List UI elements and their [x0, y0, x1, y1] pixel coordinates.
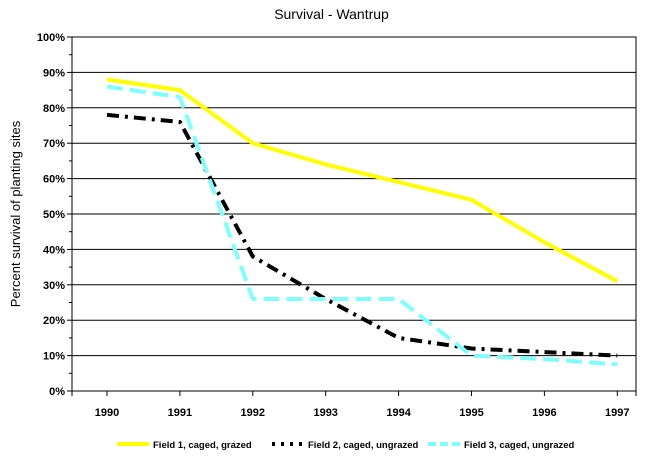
series-layer	[106, 77, 619, 367]
x-tick-label: 1996	[532, 407, 556, 419]
series-line-field-2	[106, 112, 618, 358]
data-point-field-1	[179, 90, 180, 91]
data-point-field-3	[107, 86, 108, 87]
data-point-field-3	[398, 298, 399, 299]
data-point-field-1	[471, 199, 472, 200]
data-point-field-1	[252, 143, 253, 144]
y-tick-label: 70%	[43, 138, 65, 150]
data-point-field-3	[544, 359, 545, 360]
grid-layer	[72, 71, 636, 357]
x-tick-label: 1997	[605, 407, 629, 419]
data-point-field-1	[107, 79, 108, 80]
data-point-field-1	[398, 182, 399, 183]
legend: Field 1, caged, grazed Field 2, caged, un…	[117, 440, 575, 451]
x-tick-label: 1995	[459, 407, 483, 419]
y-tick-label: 0%	[49, 386, 65, 398]
data-point-field-2	[398, 337, 399, 338]
data-point-field-1	[544, 242, 545, 243]
legend-label-field-3: Field 3, caged, ungrazed	[464, 440, 575, 451]
x-tick-label: 1990	[95, 407, 119, 419]
series-line-field-1	[106, 77, 619, 284]
y-tick-label: 40%	[43, 244, 65, 256]
data-point-field-3	[617, 364, 618, 365]
chart-title: Survival - Wantrup	[274, 6, 389, 22]
x-tick-label: 1994	[386, 407, 411, 419]
y-tick-label: 90%	[43, 67, 65, 79]
data-point-field-2	[617, 355, 618, 356]
x-tick-label: 1993	[313, 407, 337, 419]
legend-label-field-2: Field 2, caged, ungrazed	[308, 440, 419, 451]
y-tick-label: 60%	[43, 174, 65, 186]
legend-label-field-1: Field 1, caged, grazed	[153, 440, 252, 451]
data-point-field-3	[179, 97, 180, 98]
data-point-field-2	[179, 121, 180, 122]
data-point-field-3	[252, 298, 253, 299]
data-point-field-2	[544, 352, 545, 353]
data-point-field-2	[107, 114, 108, 115]
data-point-field-1	[325, 164, 326, 165]
y-tick-label: 10%	[43, 351, 65, 363]
data-point-field-1	[617, 281, 618, 282]
y-tick-label: 80%	[43, 103, 65, 115]
data-point-field-3	[325, 298, 326, 299]
axis-layer: 0% 10% 20% 30% 40% 50% 60% 70% 80% 90% 100% 1990 199…	[37, 32, 637, 419]
x-tick-label: 1991	[168, 407, 192, 419]
data-point-field-2	[471, 348, 472, 349]
y-tick-label: 50%	[43, 209, 65, 221]
y-axis-label: Percent survival of planting sites	[8, 120, 23, 307]
y-tick-label: 30%	[43, 280, 65, 292]
y-tick-label: 100%	[37, 32, 65, 44]
data-point-field-3	[471, 355, 472, 356]
data-point-field-2	[252, 256, 253, 257]
x-tick-label: 1992	[241, 407, 265, 419]
series-line-field-3	[106, 84, 618, 367]
y-tick-label: 20%	[43, 315, 65, 327]
